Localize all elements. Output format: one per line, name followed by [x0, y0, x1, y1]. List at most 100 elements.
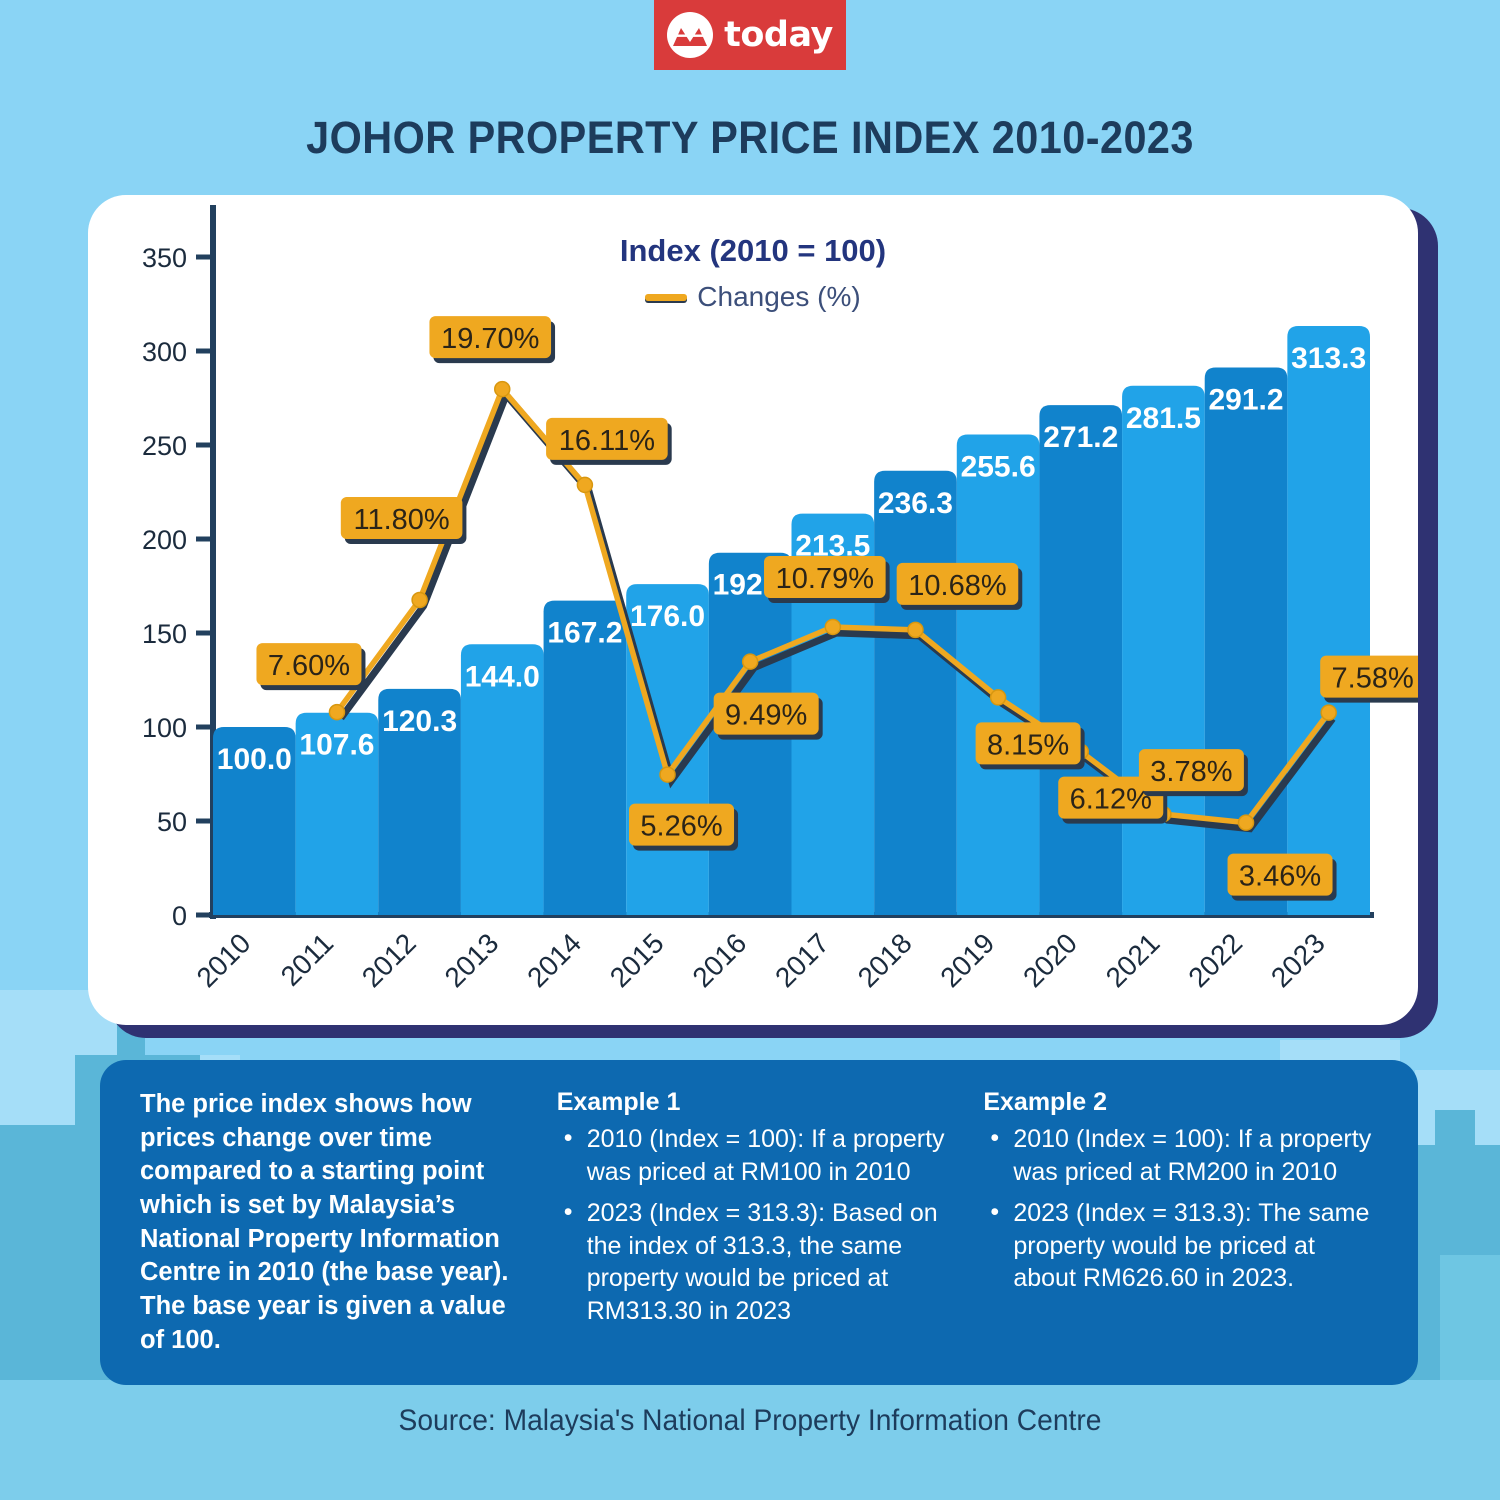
percent-badge-label: 19.70%	[441, 323, 539, 355]
brand-wordmark: today	[724, 15, 833, 55]
logo-glyph	[673, 28, 708, 46]
x-tick-label-group: 2015	[604, 927, 670, 993]
legend-line-swatch	[645, 293, 688, 301]
chart-title: Index (2010 = 100)	[619, 233, 887, 268]
percent-badge-label: 5.26%	[640, 811, 722, 843]
bar-value-label: 236.3	[878, 487, 953, 520]
bar	[1122, 385, 1205, 915]
percent-badge	[764, 555, 886, 598]
x-tick-label-group: 2017	[769, 927, 835, 993]
x-tick-label: 2018	[852, 927, 918, 993]
percent-badge-label: 11.80%	[353, 504, 449, 536]
percent-badge-label: 7.58%	[1332, 663, 1414, 695]
x-tick-label: 2019	[934, 927, 1000, 993]
percent-badge	[1227, 853, 1333, 896]
bar	[378, 688, 461, 915]
percent-badge	[975, 722, 1081, 765]
percent-badge	[429, 316, 552, 359]
x-tick-label-group: 2023	[1265, 927, 1331, 993]
source-note: Source: Malaysia's National Property Inf…	[398, 1404, 1102, 1437]
percent-badge	[896, 562, 1019, 605]
percent-badge	[1320, 655, 1418, 698]
trend-point	[494, 380, 511, 398]
trend-point	[989, 689, 1007, 706]
percent-badge	[1058, 776, 1164, 819]
legend-label-changes: Changes (%)	[697, 281, 861, 312]
y-tick-label: 150	[142, 619, 187, 649]
x-tick-label: 2013	[439, 927, 505, 993]
percent-badge-label: 10.68%	[908, 570, 1006, 602]
bar-value-label: 107.6	[299, 729, 374, 762]
trend-point	[824, 618, 842, 636]
x-tick-label: 2015	[604, 927, 670, 993]
brand-logo-bar: today	[654, 0, 846, 70]
y-tick-label: 350	[142, 243, 187, 273]
percent-badge	[256, 643, 362, 686]
bar	[1204, 367, 1288, 915]
chart-legend: Changes (%)	[88, 281, 1418, 313]
x-tick-label: 2023	[1265, 927, 1331, 993]
example-2-title: Example 2	[983, 1088, 1108, 1116]
percent-badge	[629, 803, 735, 846]
x-tick-label-group: 2014	[521, 927, 587, 993]
plot-area: 0 50 100 150 200 250 300 350 100.0 107.6 120.3 144.…	[88, 195, 1418, 1025]
bar	[543, 600, 627, 915]
percent-badge-label: 8.15%	[987, 729, 1069, 761]
example-2-column: Example 2 2010 (Index = 100): If a prope…	[983, 1088, 1382, 1365]
bar-value-label: 167.2	[547, 617, 622, 650]
percent-badge-label: 3.46%	[1239, 861, 1321, 893]
trend-point	[411, 591, 428, 609]
x-tick-label-group: 2010	[191, 927, 257, 993]
x-tick-label: 2017	[769, 927, 835, 993]
y-tick-label: 200	[142, 525, 187, 555]
x-tick-label: 2022	[1182, 927, 1248, 993]
x-tick-label-group: 2022	[1182, 927, 1248, 993]
bar	[213, 727, 296, 915]
x-tick-label: 2014	[521, 927, 587, 993]
bar	[1287, 325, 1370, 916]
bar	[1039, 405, 1123, 915]
x-tick-label: 2016	[686, 927, 752, 993]
x-tick-label-group: 2012	[356, 927, 422, 993]
y-tick-label: 250	[142, 431, 187, 461]
bar-value-label: 291.2	[1208, 384, 1283, 417]
skyline-base-band	[0, 1380, 1500, 1500]
percent-badge	[546, 417, 668, 460]
example-1-title: Example 1	[556, 1088, 681, 1116]
percent-badge	[340, 496, 463, 539]
explanation-panel: The price index shows how prices change …	[100, 1060, 1418, 1385]
trend-point	[741, 653, 759, 670]
bar-value-label: 313.3	[1291, 342, 1366, 375]
percent-badge	[713, 692, 819, 735]
x-tick-label: 2012	[356, 927, 422, 993]
list-item: 2010 (Index = 100): If a property was pr…	[557, 1122, 956, 1188]
chart-header: Index (2010 = 100) Changes (%)	[88, 195, 1418, 313]
percent-badge-label: 6.12%	[1070, 784, 1152, 816]
x-tick-label: 2021	[1100, 927, 1166, 993]
x-tick-label-group: 2016	[686, 927, 752, 993]
bar-value-label: 144.0	[465, 660, 540, 693]
bar	[791, 513, 875, 915]
mountain-m-logo-icon	[667, 12, 714, 58]
x-tick-label-group: 2021	[1100, 927, 1166, 993]
bar	[956, 434, 1040, 915]
y-tick-label: 300	[142, 337, 187, 367]
trend-point	[328, 703, 346, 721]
chart-card: Index (2010 = 100) Changes (%) 0 50 100 150…	[88, 195, 1418, 1025]
example-2-bullets: 2010 (Index = 100): If a property was pr…	[983, 1122, 1382, 1295]
y-tick-label: 0	[172, 901, 187, 931]
x-tick-label: 2011	[275, 927, 340, 992]
example-1-column: Example 1 2010 (Index = 100): If a prope…	[557, 1088, 956, 1365]
trend-point	[907, 621, 924, 639]
bar-value-label: 100.0	[217, 743, 292, 776]
trend-point	[1237, 814, 1255, 831]
x-tick-label-group: 2020	[1017, 927, 1083, 993]
page-title: JOHOR PROPERTY PRICE INDEX 2010-2023	[306, 112, 1194, 163]
list-item: 2023 (Index = 313.3): The same property …	[983, 1196, 1382, 1295]
x-tick-label: 2020	[1017, 927, 1083, 993]
percent-badge-label: 7.60%	[268, 650, 350, 682]
x-tick-label-group: 2018	[852, 927, 918, 993]
bar-value-label: 271.2	[1043, 421, 1118, 454]
bar-value-label: 176.0	[630, 600, 705, 633]
bar	[874, 470, 957, 915]
